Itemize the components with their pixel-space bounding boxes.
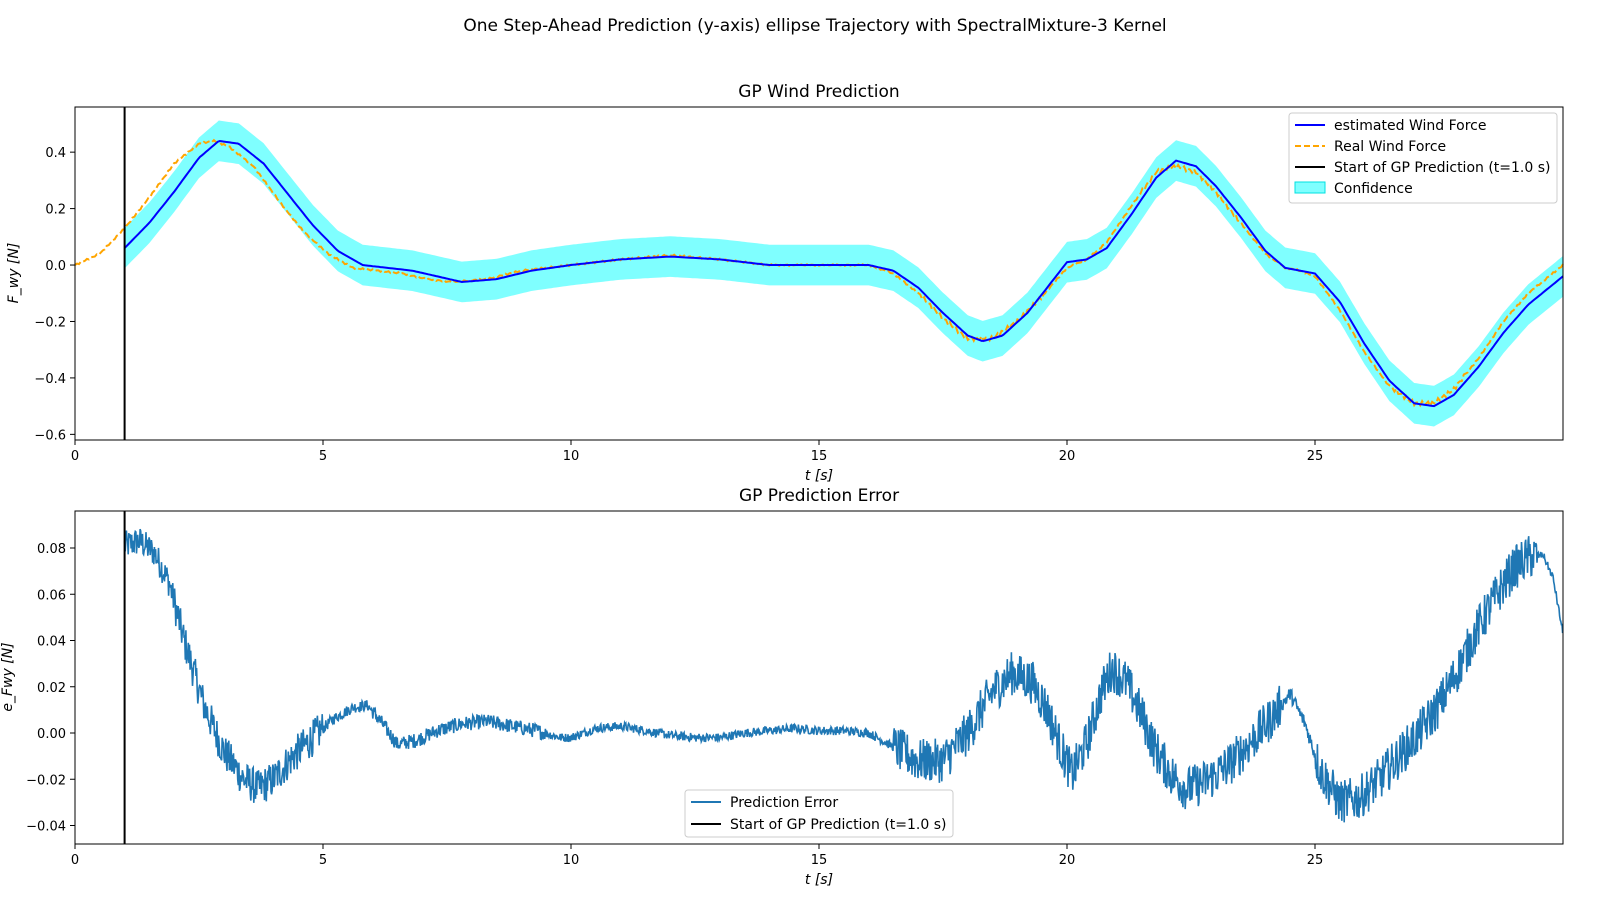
legend-error-start-label: Start of GP Prediction (t=1.0 s) xyxy=(730,817,947,833)
confidence-band xyxy=(124,120,1564,427)
wind-xtick-label: 10 xyxy=(563,449,580,464)
wind-x-axis-label: t [s] xyxy=(805,468,833,484)
error-axes: GP Prediction Error 0 5 10 15 20 25 −0.04 −0.02… xyxy=(0,486,1564,888)
wind-ytick-label: −0.2 xyxy=(34,315,66,330)
confidence-band-layer xyxy=(124,120,1564,427)
error-ytick-label: 0.04 xyxy=(37,635,66,650)
wind-prediction-axes: GP Wind Prediction 0 5 10 15 20 25 −0.6 −0.4 −0.… xyxy=(6,82,1564,484)
error-frame xyxy=(74,510,1564,845)
wind-ytick-label: −0.6 xyxy=(34,428,66,443)
wind-xtick-label: 25 xyxy=(1307,449,1324,464)
legend-estimate-label: estimated Wind Force xyxy=(1334,118,1486,134)
error-ytick-label: −0.02 xyxy=(26,773,66,788)
wind-legend-box xyxy=(1288,112,1558,204)
wind-ytick-label: 0.2 xyxy=(45,203,66,218)
error-xtick-label: 25 xyxy=(1307,853,1324,868)
wind-xtick-label: 5 xyxy=(319,449,327,464)
error-ytick-label: 0.06 xyxy=(37,588,66,603)
error-xtick-label: 15 xyxy=(811,853,828,868)
error-y-axis-label: e_Fwy [N] xyxy=(0,642,16,711)
error-xtick-label: 10 xyxy=(563,853,580,868)
wind-prediction-frame xyxy=(74,106,1564,441)
legend-error-label: Prediction Error xyxy=(730,795,838,811)
wind-ticks-layer: 0 5 10 15 20 25 −0.6 −0.4 −0.2 0.0 0.2 0.4 xyxy=(34,146,1323,464)
error-ytick-label: 0.02 xyxy=(37,681,66,696)
prediction-error-line xyxy=(123,528,1564,823)
wind-ytick-label: 0.0 xyxy=(45,259,66,274)
error-ytick-label: 0.08 xyxy=(37,542,66,557)
error-ytick-label: −0.04 xyxy=(26,820,66,835)
legend-confidence-swatch xyxy=(1294,181,1326,194)
error-ytick-label: 0.00 xyxy=(37,727,66,742)
wind-xtick-label: 0 xyxy=(71,449,79,464)
wind-xtick-label: 20 xyxy=(1059,449,1076,464)
estimated-wind-force-line xyxy=(123,139,1564,408)
wind-legend: estimated Wind Force Real Wind Force Sta… xyxy=(1288,112,1558,204)
wind-ytick-label: −0.4 xyxy=(34,372,66,387)
wind-xtick-label: 15 xyxy=(811,449,828,464)
wind-ytick-label: 0.4 xyxy=(45,146,66,161)
wind-series-layer xyxy=(74,107,1564,440)
error-ticks-layer: 0 5 10 15 20 25 −0.04 −0.02 0.00 0.02 0.04 0.06 0.08 xyxy=(26,542,1323,868)
wind-y-axis-label: F_wy [N] xyxy=(6,243,22,304)
error-xtick-label: 20 xyxy=(1059,853,1076,868)
legend-confidence-label: Confidence xyxy=(1334,181,1413,197)
wind-prediction-title: GP Wind Prediction xyxy=(738,82,899,102)
legend-start-label: Start of GP Prediction (t=1.0 s) xyxy=(1334,160,1551,176)
error-legend: Prediction Error Start of GP Prediction … xyxy=(684,789,954,838)
legend-real-label: Real Wind Force xyxy=(1334,139,1446,155)
error-xtick-label: 5 xyxy=(319,853,327,868)
error-series-layer xyxy=(123,511,1564,844)
error-title: GP Prediction Error xyxy=(739,486,899,506)
figure-suptitle: One Step-Ahead Prediction (y-axis) ellip… xyxy=(463,16,1166,36)
error-legend-box xyxy=(684,789,954,838)
error-xtick-label: 0 xyxy=(71,853,79,868)
error-x-axis-label: t [s] xyxy=(805,872,833,888)
